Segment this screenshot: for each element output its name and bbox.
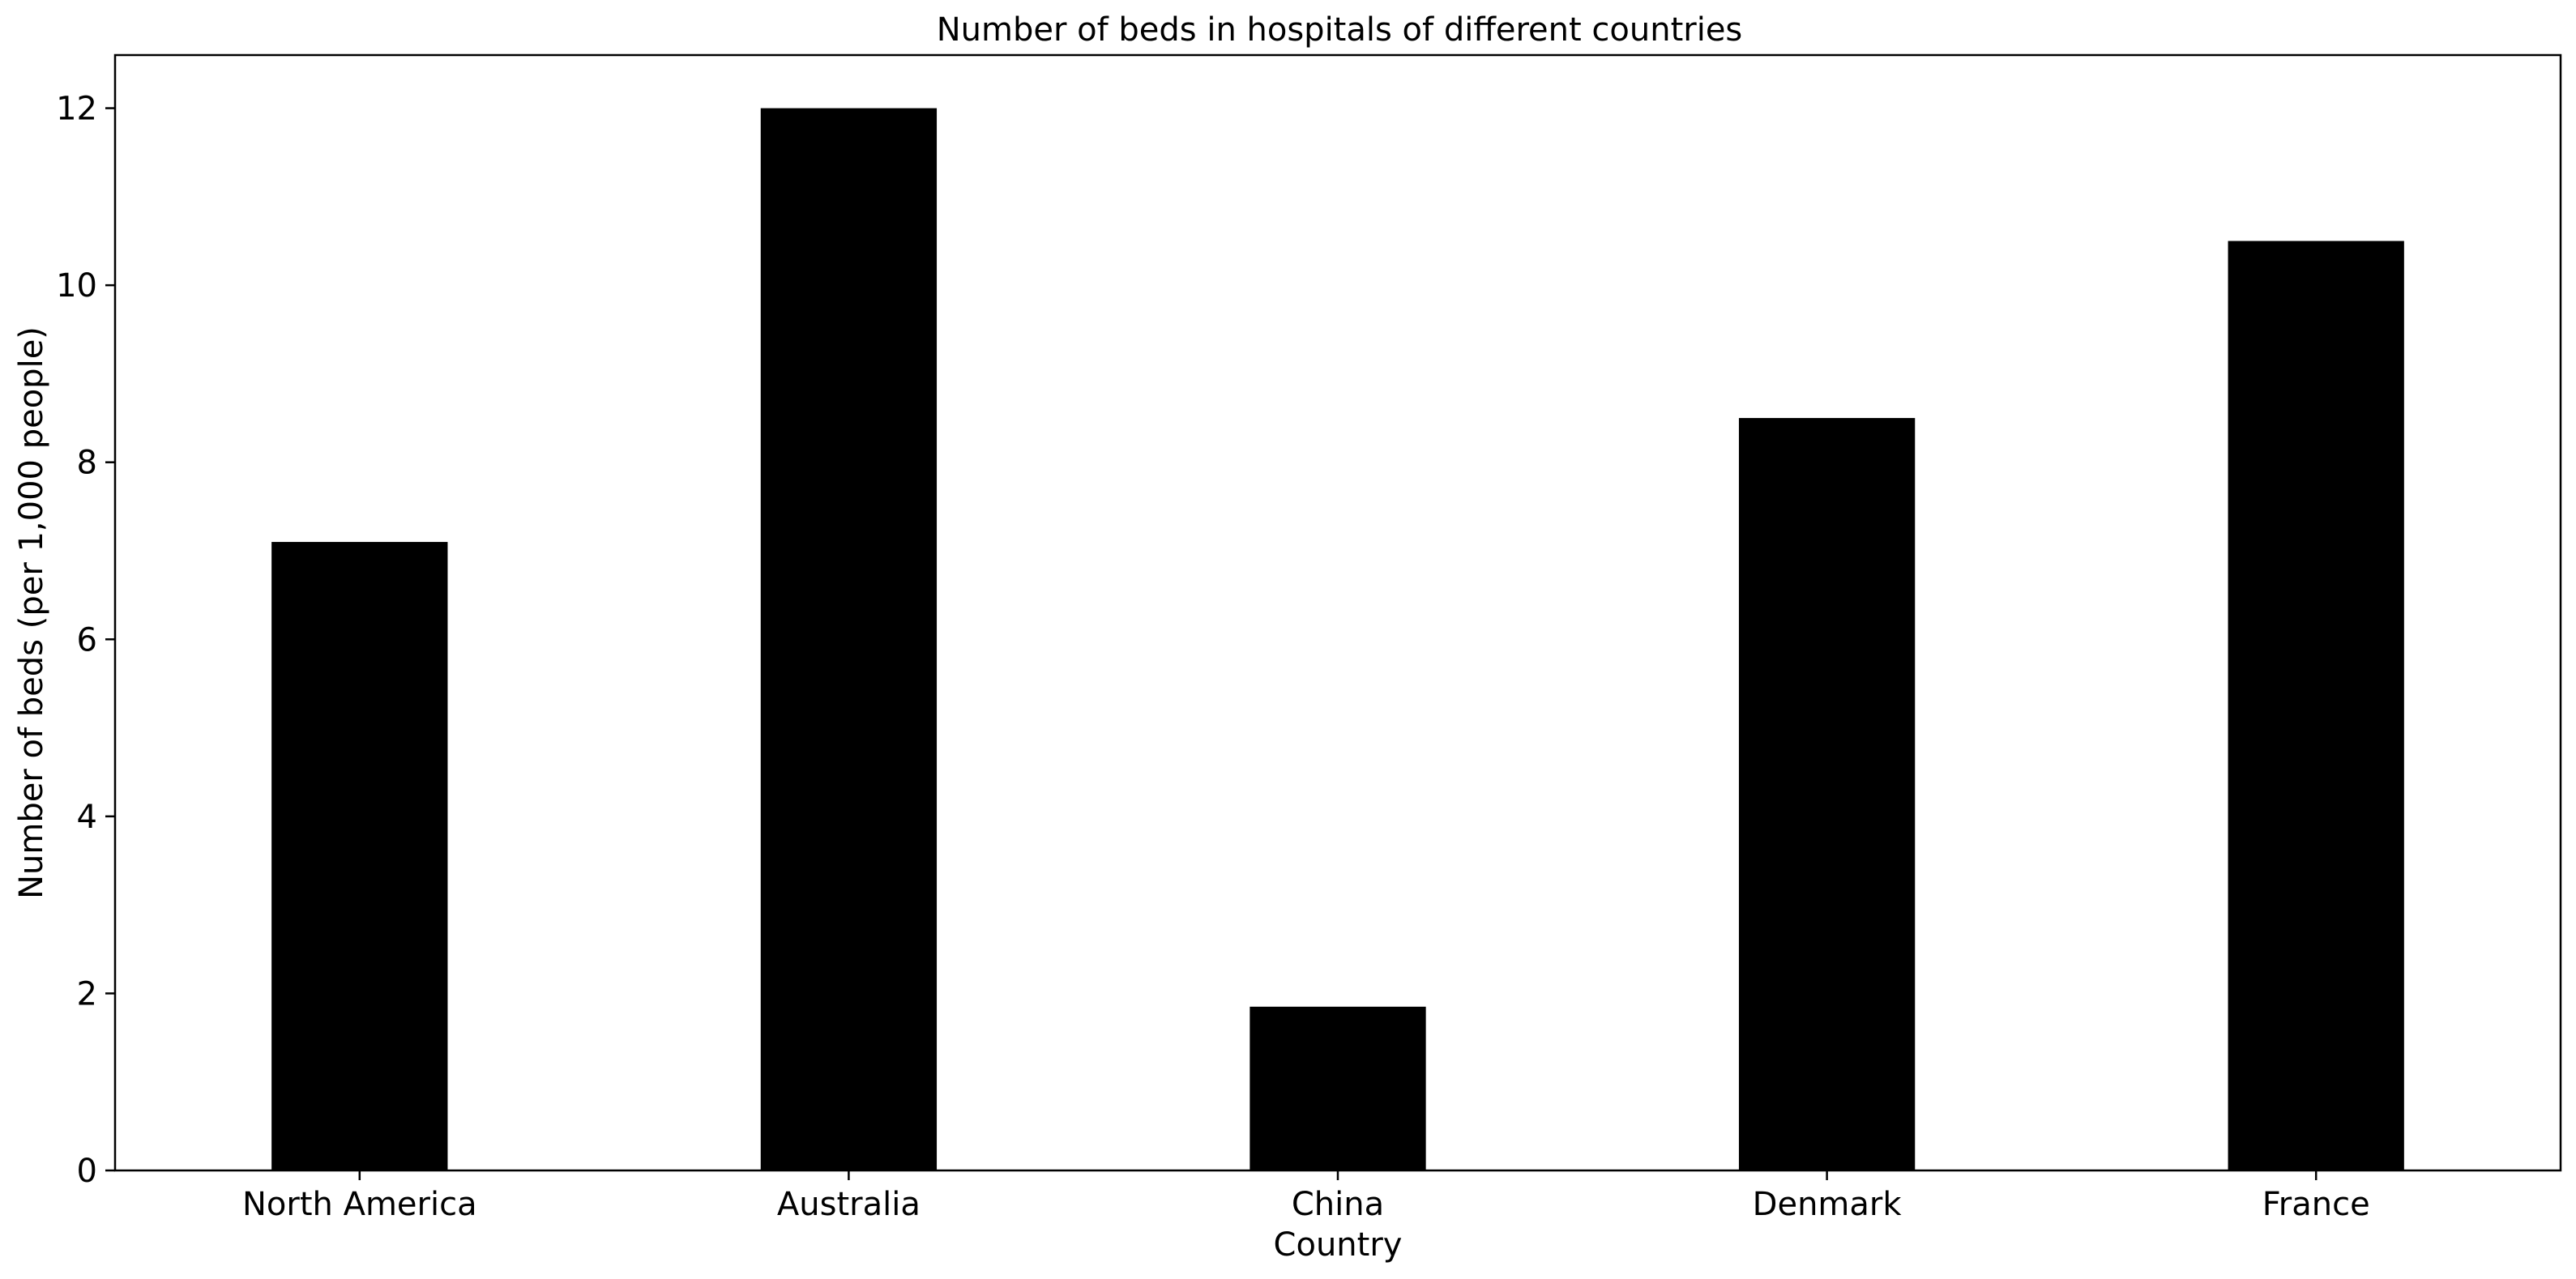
y-tick-label: 6: [77, 621, 97, 659]
y-tick-label: 10: [56, 267, 97, 305]
y-axis-label: Number of beds (per 1,000 people): [13, 326, 50, 899]
bar-china: [1250, 1006, 1426, 1170]
plot-frame: [113, 53, 2562, 1172]
x-axis-label: Country: [1274, 1226, 1403, 1264]
y-tick-label: 4: [77, 799, 97, 836]
bar-australia: [760, 108, 938, 1171]
y-tick-label: 8: [77, 445, 97, 482]
bar-france: [2228, 241, 2404, 1170]
bar-denmark: [1738, 418, 1916, 1170]
y-tick-label: 2: [77, 975, 97, 1013]
y-axis: 0 2 4 6 8 10 12: [56, 91, 115, 1190]
x-tick-label: Denmark: [1753, 1186, 1903, 1223]
bar-north-america: [271, 542, 448, 1170]
chart-title: Number of beds in hospitals of different…: [937, 11, 1743, 49]
x-tick-label: North America: [242, 1186, 477, 1223]
y-tick-label: 0: [77, 1153, 97, 1190]
x-tick-label: France: [2262, 1186, 2370, 1223]
x-axis: North America Australia China Denmark France: [242, 1170, 2370, 1223]
plot-area: [271, 108, 2404, 1171]
y-tick-label: 12: [56, 91, 97, 128]
x-tick-label: China: [1292, 1186, 1384, 1223]
x-tick-label: Australia: [777, 1186, 921, 1223]
